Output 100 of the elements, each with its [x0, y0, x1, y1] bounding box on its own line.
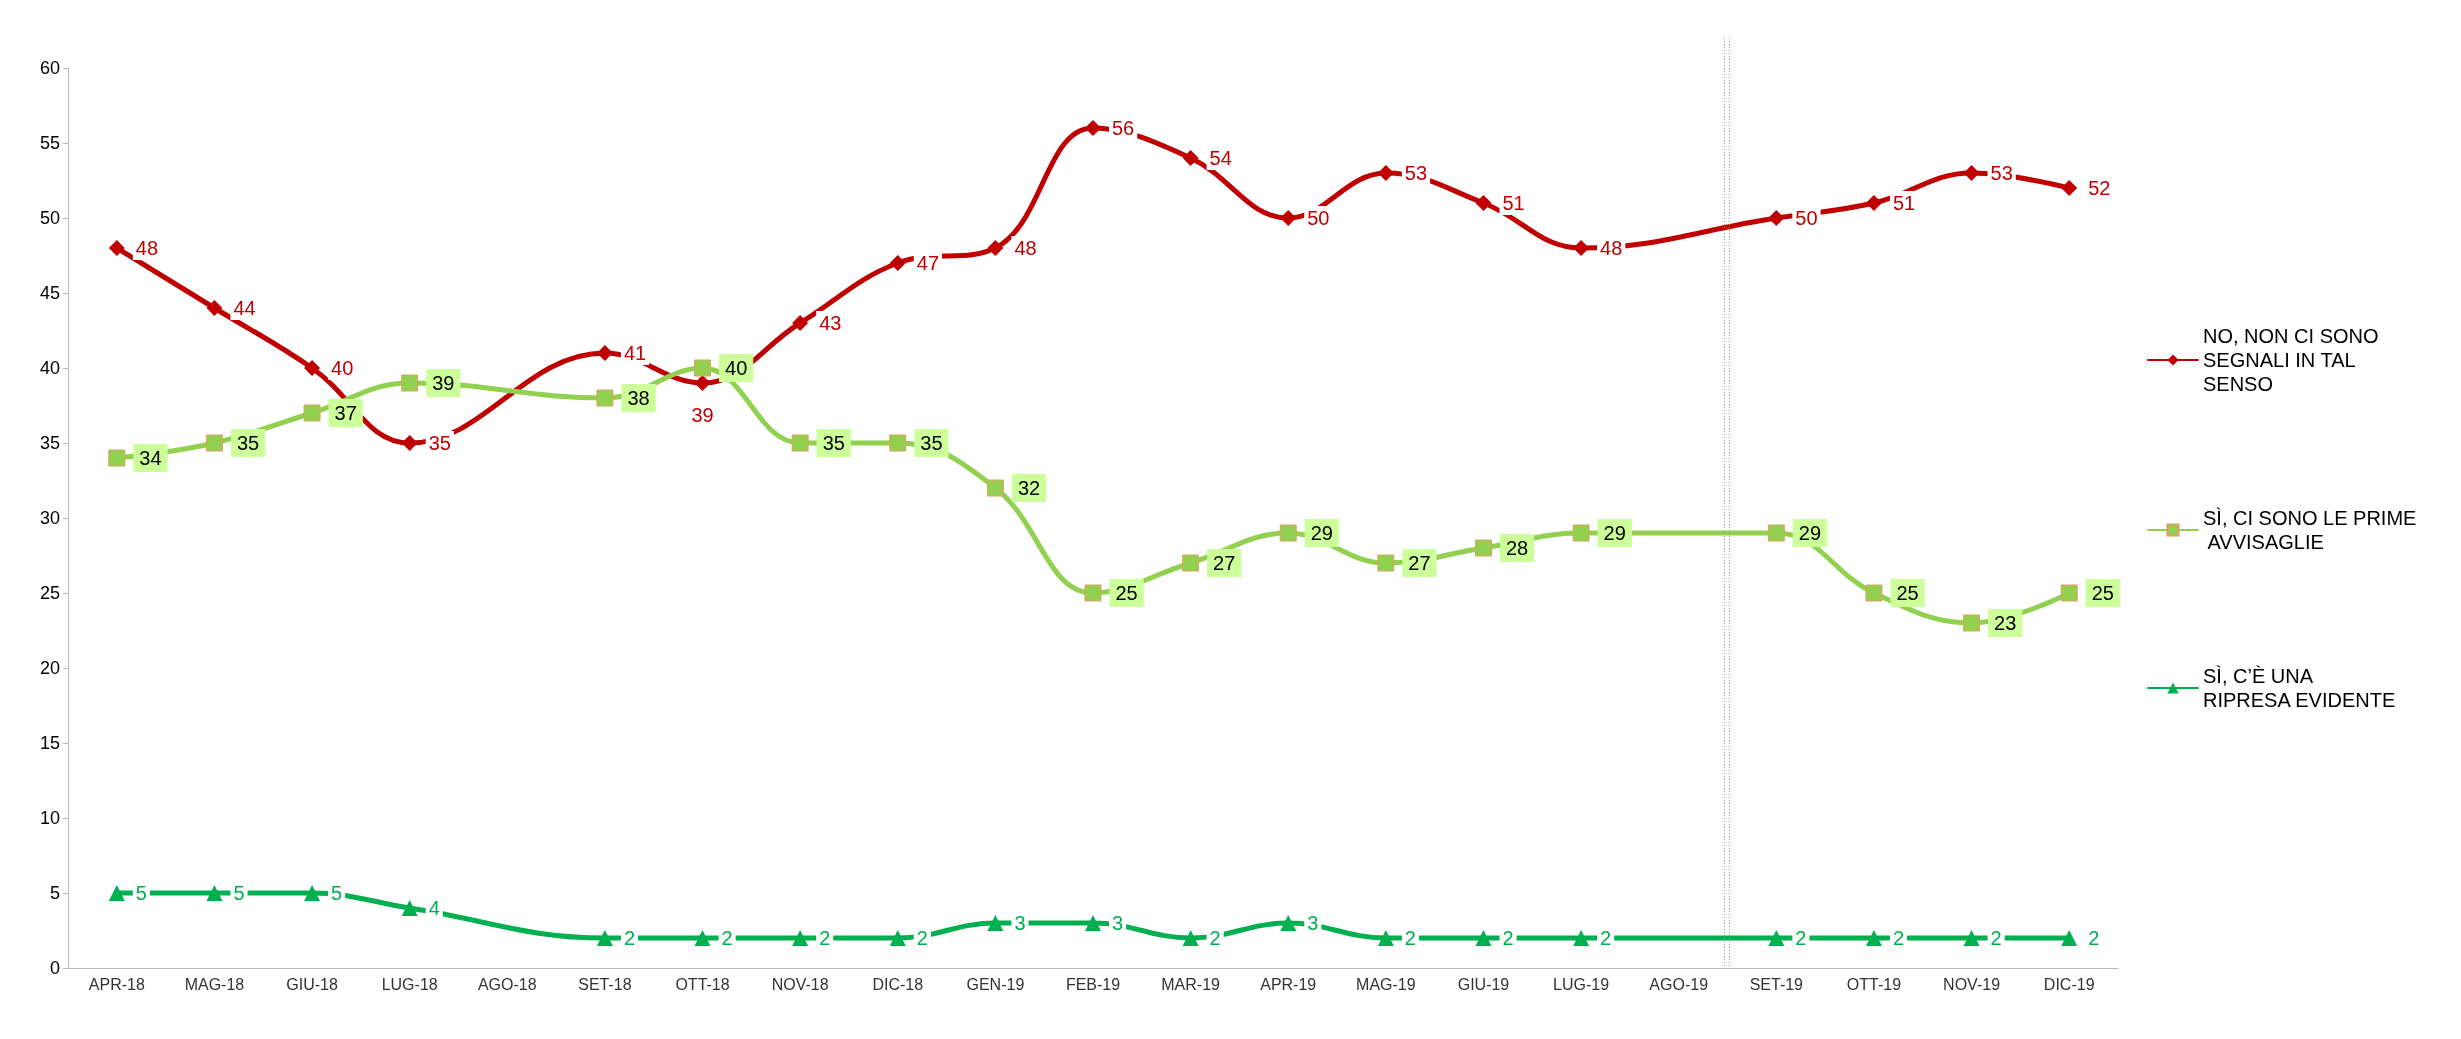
data-label: 4: [428, 897, 440, 919]
data-label: 48: [135, 237, 159, 259]
data-label: 23: [1994, 612, 2017, 634]
data-label: 51: [1892, 192, 1916, 214]
data-label: 5: [331, 882, 343, 904]
point: [889, 255, 906, 271]
point: [1963, 165, 1980, 181]
point: [401, 900, 418, 916]
data-label: 27: [1213, 552, 1236, 574]
data-label: 32: [1017, 477, 1041, 499]
data-label: 2: [623, 927, 636, 949]
x-tick-label: APR-19: [1260, 975, 1317, 993]
data-label: 34: [139, 447, 162, 469]
legend-label: SÌ, CI SONO LE PRIME AVVISAGLIE: [2203, 507, 2417, 553]
data-label: 2: [1990, 927, 2002, 949]
y-tick-label: 5: [49, 883, 60, 903]
x-tick-label: OTT-19: [1846, 975, 1902, 993]
point: [1865, 195, 1882, 211]
point: [2061, 930, 2078, 946]
point: [108, 240, 125, 256]
data-label: 25: [1115, 582, 1138, 604]
x-tick-label: SET-19: [1749, 975, 1804, 993]
point: [303, 404, 321, 422]
point: [205, 434, 223, 452]
point: [2061, 180, 2078, 196]
point: [108, 449, 126, 467]
point: [1377, 930, 1394, 946]
point: [1280, 915, 1297, 931]
x-tick-label: AGO-19: [1649, 975, 1709, 993]
data-label: 35: [236, 432, 260, 454]
y-tick-label: 0: [49, 958, 60, 978]
data-label: 2: [1404, 927, 1416, 949]
data-label: 2: [1209, 927, 1221, 949]
point: [1963, 930, 1980, 946]
point: [1767, 524, 1785, 542]
x-tick-label: LUG-19: [1553, 975, 1610, 993]
point: [108, 885, 125, 901]
data-label: 35: [428, 432, 451, 454]
point: [694, 375, 711, 391]
point: [401, 374, 419, 392]
data-label: 3: [1112, 912, 1124, 934]
data-label: 25: [1896, 582, 1919, 604]
data-label: 3: [1014, 912, 1026, 934]
data-label: 29: [1310, 522, 1333, 544]
data-label: 5: [135, 882, 147, 904]
point: [1768, 210, 1785, 226]
data-label: 48: [1014, 237, 1037, 259]
point: [889, 434, 907, 452]
x-tick-label: GEN-19: [966, 975, 1025, 993]
y-tick-label: 20: [39, 658, 60, 678]
data-label: 2: [2088, 927, 2100, 949]
point: [792, 315, 809, 331]
data-label: 53: [1404, 162, 1428, 184]
x-tick-label: DIC-18: [872, 975, 924, 993]
x-tick-label: OTT-18: [675, 975, 730, 993]
y-tick-label: 10: [39, 808, 60, 828]
data-label: 43: [819, 312, 842, 334]
y-tick-label: 55: [39, 133, 60, 153]
point: [791, 434, 809, 452]
y-tick-label: 30: [39, 508, 60, 528]
data-label: 2: [916, 927, 928, 949]
data-label: 44: [233, 297, 256, 319]
point: [694, 359, 712, 377]
x-tick-label: DIC-19: [2043, 975, 2095, 993]
data-label: 2: [1502, 927, 1514, 949]
point: [1182, 930, 1199, 946]
data-label: 50: [1307, 207, 1330, 229]
point: [1182, 150, 1199, 166]
point: [1768, 930, 1785, 946]
point: [1182, 554, 1200, 572]
point: [1963, 614, 1981, 632]
y-tick-label: 40: [39, 358, 60, 378]
data-label: 2: [721, 927, 733, 949]
y-tick-label: 25: [39, 583, 60, 603]
data-label: 35: [822, 432, 845, 454]
x-tick-label: GIU-19: [1457, 975, 1510, 993]
point: [889, 930, 906, 946]
x-tick-label: MAR-19: [1161, 975, 1221, 993]
data-label: 51: [1502, 192, 1525, 214]
x-tick-label: AGO-18: [477, 975, 537, 993]
point: [1279, 524, 1297, 542]
x-tick-label: NOV-19: [1943, 975, 2001, 993]
y-tick-label: 45: [39, 283, 60, 303]
data-label: 5: [233, 882, 245, 904]
data-label: 52: [2088, 177, 2111, 199]
y-tick-label: 35: [39, 433, 60, 453]
data-label: 2: [819, 927, 831, 949]
data-label: 28: [1505, 537, 1529, 559]
point: [2060, 584, 2078, 602]
x-tick-label: MAG-19: [1356, 975, 1416, 993]
point: [1085, 915, 1101, 931]
legend-label: SÌ, C’È UNA RIPRESA EVIDENTE: [2203, 665, 2396, 711]
data-label: 27: [1408, 552, 1431, 574]
point: [206, 885, 223, 901]
point: [304, 885, 321, 901]
data-label: 38: [627, 387, 650, 409]
x-tick-label: GIU-18: [286, 975, 338, 993]
data-label: 25: [2091, 582, 2114, 604]
point: [596, 930, 613, 946]
point: [694, 930, 711, 946]
